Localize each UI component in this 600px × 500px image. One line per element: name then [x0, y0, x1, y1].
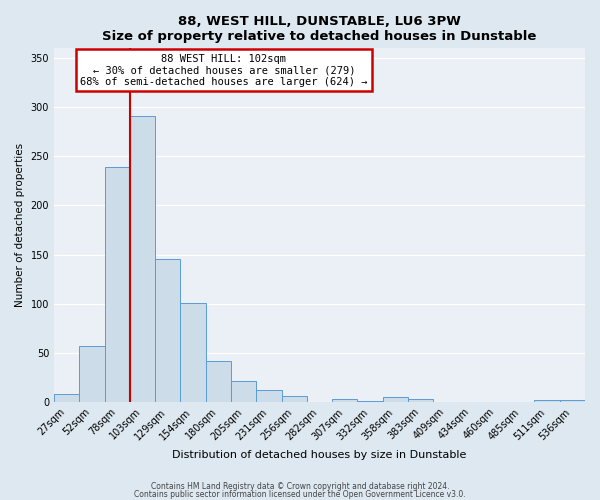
- Text: Contains HM Land Registry data © Crown copyright and database right 2024.: Contains HM Land Registry data © Crown c…: [151, 482, 449, 491]
- Bar: [383, 397, 408, 402]
- Bar: [206, 360, 231, 402]
- Bar: [560, 400, 585, 402]
- Text: Contains public sector information licensed under the Open Government Licence v3: Contains public sector information licen…: [134, 490, 466, 499]
- Bar: [231, 382, 256, 402]
- X-axis label: Distribution of detached houses by size in Dunstable: Distribution of detached houses by size …: [172, 450, 467, 460]
- Bar: [535, 400, 560, 402]
- Bar: [54, 394, 79, 402]
- Bar: [181, 302, 206, 402]
- Text: 88 WEST HILL: 102sqm
← 30% of detached houses are smaller (279)
68% of semi-deta: 88 WEST HILL: 102sqm ← 30% of detached h…: [80, 54, 368, 87]
- Bar: [104, 167, 130, 402]
- Y-axis label: Number of detached properties: Number of detached properties: [15, 143, 25, 307]
- Bar: [358, 401, 383, 402]
- Bar: [130, 116, 155, 402]
- Bar: [155, 258, 181, 402]
- Bar: [281, 396, 307, 402]
- Bar: [256, 390, 281, 402]
- Title: 88, WEST HILL, DUNSTABLE, LU6 3PW
Size of property relative to detached houses i: 88, WEST HILL, DUNSTABLE, LU6 3PW Size o…: [103, 15, 537, 43]
- Bar: [79, 346, 104, 402]
- Bar: [332, 399, 358, 402]
- Bar: [408, 399, 433, 402]
